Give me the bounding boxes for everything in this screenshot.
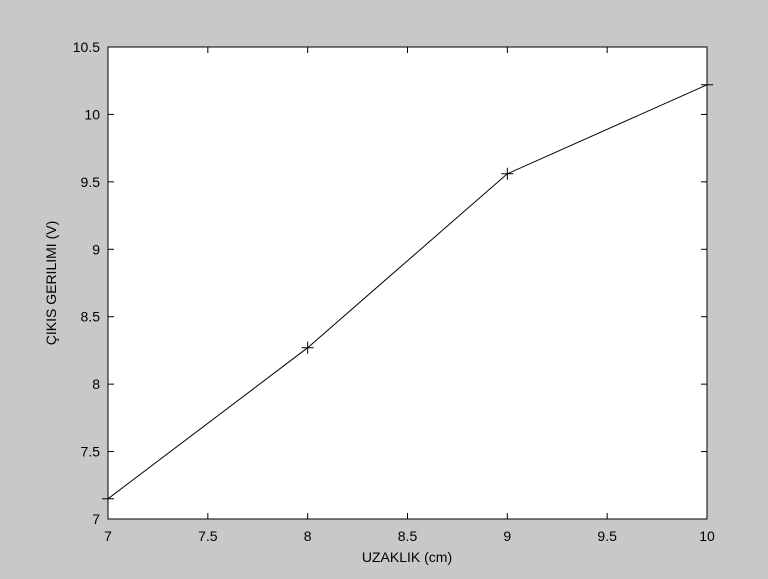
series-line <box>107 84 708 500</box>
x-axis-label: UZAKLIK (cm) <box>362 549 452 565</box>
y-tick-label: 10.5 <box>73 39 100 55</box>
x-axis-ticks: 7 7.5 8 8.5 9 9.5 10 <box>104 47 715 544</box>
data-point-marker <box>301 341 314 354</box>
y-tick-label: 9.5 <box>81 174 101 190</box>
y-axis-label: ÇIKIS GERILIMI (V) <box>43 221 59 345</box>
data-point-marker <box>102 492 114 505</box>
x-tick-label: 7 <box>104 528 112 544</box>
x-tick-label: 8 <box>304 528 312 544</box>
x-tick-label: 7.5 <box>198 528 218 544</box>
y-tick-label: 8.5 <box>81 309 101 325</box>
y-tick-label: 7 <box>92 511 100 527</box>
y-tick-label: 8 <box>92 376 100 392</box>
y-tick-label: 9 <box>92 241 100 257</box>
y-tick-label: 7.5 <box>81 444 101 460</box>
y-axis-ticks: 7 7.5 8 8.5 9 9.5 10 10.5 <box>73 39 707 527</box>
x-tick-label: 8.5 <box>398 528 418 544</box>
x-tick-label: 10 <box>699 528 715 544</box>
data-point-marker <box>701 78 713 91</box>
x-tick-label: 9.5 <box>597 528 617 544</box>
series-layer <box>102 78 713 505</box>
y-tick-label: 10 <box>84 106 100 122</box>
data-point-marker <box>501 167 514 180</box>
x-tick-label: 9 <box>503 528 511 544</box>
plot-area <box>107 46 708 520</box>
